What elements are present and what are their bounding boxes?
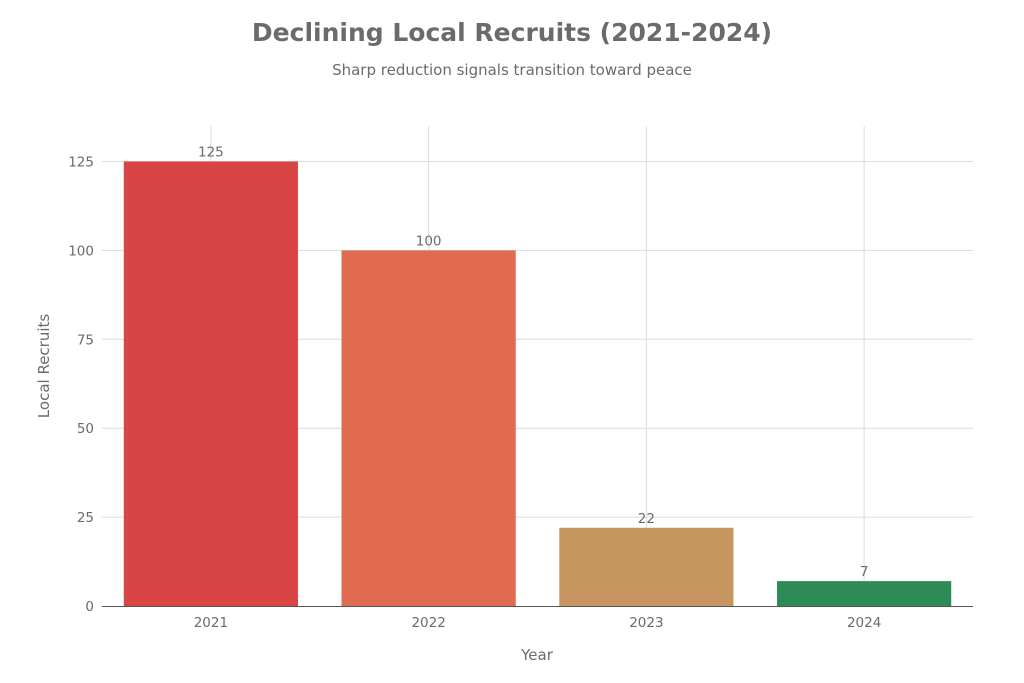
x-axis-title: Year	[520, 646, 554, 664]
bars	[123, 161, 952, 606]
x-tick-label-2021: 2021	[194, 615, 228, 631]
y-tick-labels: 0 25 50 75 100 125	[68, 155, 94, 616]
y-tick-label: 50	[77, 421, 94, 437]
data-label-2021: 125	[198, 145, 224, 161]
y-tick-label: 0	[85, 599, 94, 615]
y-tick-label: 125	[68, 155, 94, 171]
chart-title: Declining Local Recruits (2021-2024)	[251, 18, 773, 47]
y-axis-title: Local Recruits	[35, 314, 53, 419]
y-tick-label: 100	[68, 243, 94, 259]
y-tick-label: 75	[77, 332, 94, 348]
x-tick-label-2023: 2023	[629, 615, 663, 631]
x-tick-label-2022: 2022	[411, 615, 445, 631]
data-labels: 125 100 22 7	[198, 145, 868, 581]
bar-2024	[777, 581, 952, 606]
data-label-2024: 7	[860, 564, 869, 580]
data-label-2023: 22	[638, 511, 655, 527]
x-tick-labels: 2021 2022 2023 2024	[194, 615, 882, 631]
y-tick-label: 25	[77, 510, 94, 526]
chart-subtitle: Sharp reduction signals transition towar…	[332, 61, 692, 79]
bar-2022	[341, 250, 516, 606]
data-label-2022: 100	[416, 233, 442, 249]
bar-2021	[123, 161, 298, 606]
x-tick-label-2024: 2024	[847, 615, 881, 631]
bar-2023	[559, 527, 734, 606]
